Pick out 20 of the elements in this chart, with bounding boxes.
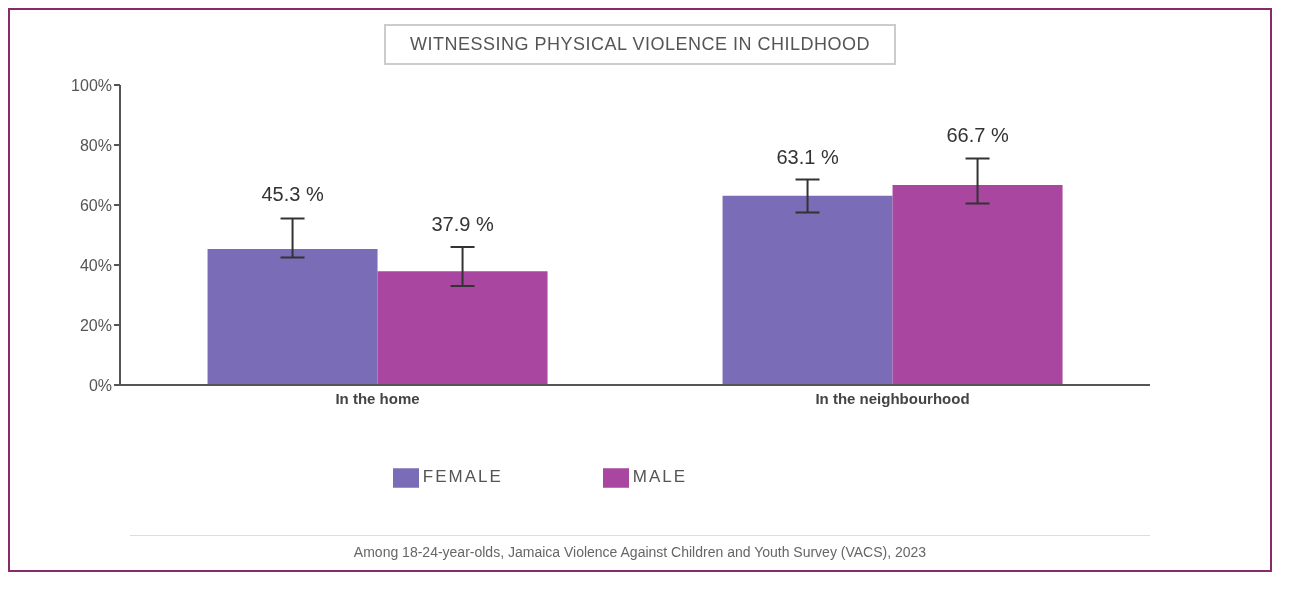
chart-title: WITNESSING PHYSICAL VIOLENCE IN CHILDHOOD [384,24,896,65]
data-label: 63.1 % [776,145,839,168]
legend-label: FEMALE [422,467,503,487]
bar [207,249,378,385]
bar [892,184,1063,385]
data-label: 45.3 % [261,183,324,206]
y-tick-label: 0% [88,376,112,394]
bar [377,271,548,385]
data-label: 66.7 % [946,123,1009,146]
y-tick-label: 100% [71,76,112,94]
text: Among 18-24-year-olds, Jamaica Violence Against Children and Youth Survey (VACS), 2023 [130,535,1150,560]
x-tick-label: In the home [335,389,420,407]
y-tick-label: 20% [79,316,112,334]
y-tick-label: 80% [79,136,112,154]
data-label: 37.9 % [431,212,494,235]
legend-label: MALE [632,467,688,487]
bar [722,195,893,385]
x-tick-label: In the neighbourhood [815,389,970,407]
y-tick-label: 60% [79,196,112,214]
y-tick-label: 40% [79,256,112,274]
